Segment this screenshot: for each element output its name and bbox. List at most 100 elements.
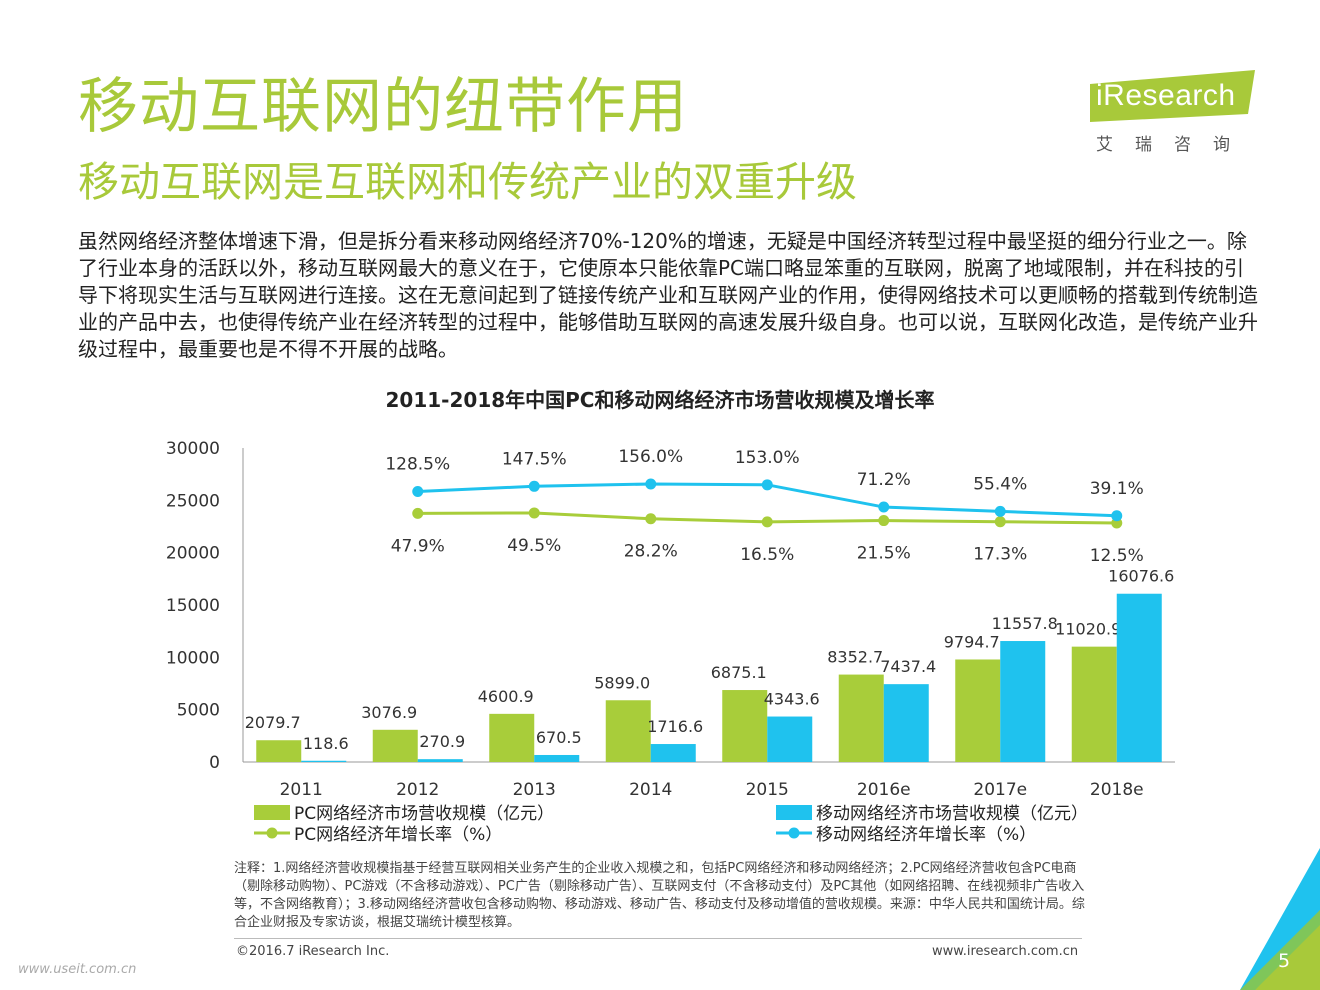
pc-growth-label: 49.5% [507,536,561,556]
x-tick-label: 2011 [280,780,323,800]
mobile-growth-label: 128.5% [385,454,450,474]
mobile-growth-point [994,505,1006,517]
bar-mobile-revenue [650,744,696,762]
mobile-growth-label: 39.1% [1090,479,1144,499]
data-label-pc-revenue: 3076.9 [361,703,417,722]
data-label-pc-revenue: 6875.1 [711,663,767,682]
x-tick-label: 2014 [629,780,672,800]
bar-mobile-revenue [301,760,347,762]
data-label-pc-revenue: 8352.7 [827,648,883,667]
bar-mobile-revenue [767,716,813,762]
logo-banner-shape [1090,70,1255,122]
pc-growth-label: 28.2% [624,542,678,562]
mobile-growth-point [1111,510,1123,522]
x-tick-label: 2017e [973,780,1027,800]
watermark-text: www.useit.com.cn [18,962,137,977]
legend-marker-pc-growth [266,827,278,839]
legend-swatch-mobile-revenue [776,805,812,820]
bar-mobile-revenue [1116,593,1162,762]
pc-growth-point [412,507,424,519]
legend-marker-mobile-growth [788,827,800,839]
data-label-mobile-revenue: 4343.6 [764,690,820,709]
data-label-pc-revenue: 2079.7 [245,713,301,732]
y-tick-label: 5000 [177,701,220,721]
data-label-pc-revenue: 11020.9 [1055,620,1121,639]
bar-pc-revenue [605,700,651,762]
mobile-growth-point [528,480,540,492]
corner-decoration [1240,848,1320,990]
pc-growth-point [761,516,773,528]
y-tick-label: 10000 [166,648,220,668]
bar-pc-revenue [372,729,418,762]
iresearch-logo: iResearch 艾瑞咨询 [1088,70,1258,160]
data-label-pc-revenue: 4600.9 [478,687,534,706]
data-label-pc-revenue: 5899.0 [594,673,650,692]
legend-label-mobile-revenue: 移动网络经济市场营收规模（亿元） [816,804,1088,824]
bar-pc-revenue [1071,646,1117,762]
page-title: 移动互联网的纽带作用 [78,72,688,142]
footer-copyright: ©2016.7 iResearch Inc. [236,944,390,959]
data-label-mobile-revenue: 670.5 [536,728,582,747]
x-tick-label: 2012 [396,780,439,800]
bar-mobile-revenue [1000,641,1046,762]
mobile-growth-label: 156.0% [618,447,683,467]
bar-pc-revenue [256,740,302,762]
bar-pc-revenue [489,713,535,762]
mobile-growth-point [412,485,424,497]
mobile-growth-point [761,479,773,491]
x-tick-label: 2016e [857,780,911,800]
pc-growth-label: 21.5% [857,544,911,564]
mobile-growth-point [878,501,890,513]
mobile-growth-point [645,478,657,490]
pc-growth-label: 47.9% [391,536,445,556]
chart-title: 2011-2018年中国PC和移动网络经济市场营收规模及增长率 [385,388,935,412]
legend-label-mobile-growth: 移动网络经济年增长率（%） [816,825,1036,845]
mobile-growth-label: 55.4% [973,474,1027,494]
mobile-growth-label: 153.0% [735,448,800,468]
x-tick-label: 2015 [746,780,789,800]
y-tick-label: 25000 [166,491,220,511]
pc-growth-label: 12.5% [1090,546,1144,566]
y-tick-label: 30000 [166,439,220,459]
bar-mobile-revenue [417,759,463,762]
page-number: 5 [1278,950,1291,972]
y-tick-label: 20000 [166,544,220,564]
x-tick-label: 2013 [513,780,556,800]
pc-growth-point [645,513,657,525]
pc-growth-point [528,507,540,519]
data-label-mobile-revenue: 16076.6 [1108,567,1174,586]
data-label-pc-revenue: 9794.7 [944,632,1000,651]
bar-mobile-revenue [534,754,580,762]
logo-subtitle: 艾瑞咨询 [1096,135,1252,155]
bar-pc-revenue [955,659,1001,762]
footer-url: www.iresearch.com.cn [932,944,1079,959]
legend-label-pc-growth: PC网络经济年增长率（%） [294,825,502,845]
mobile-growth-label: 71.2% [857,470,911,490]
logo-brand-name: Research [1103,79,1236,112]
data-label-mobile-revenue: 1716.6 [647,717,703,736]
legend-label-pc-revenue: PC网络经济市场营收规模（亿元） [294,804,554,824]
logo-brand-prefix: i [1096,79,1104,112]
bar-pc-revenue [838,674,884,762]
pc-growth-point [994,516,1006,528]
y-tick-label: 15000 [166,596,220,616]
footer-divider [234,938,1082,939]
chart-footnote: 注释：1.网络经济营收规模指基于经营互联网相关业务产生的企业收入规模之和，包括P… [234,861,1085,930]
y-tick-label: 0 [209,753,220,773]
pc-growth-label: 16.5% [740,545,794,565]
data-label-mobile-revenue: 270.9 [419,732,465,751]
logo-brand: iResearch [1096,79,1236,113]
legend-swatch-pc-revenue [254,805,290,820]
page-subtitle: 移动互联网是互联网和传统产业的双重升级 [78,158,857,206]
data-label-mobile-revenue: 118.6 [303,734,349,753]
data-label-mobile-revenue: 11557.8 [992,614,1058,633]
pc-growth-label: 17.3% [973,545,1027,565]
bar-mobile-revenue [883,684,929,762]
intro-paragraph: 虽然网络经济整体增速下滑，但是拆分看来移动网络经济70%-120%的增速，无疑是… [78,229,1258,361]
bar-pc-revenue [722,690,768,762]
pc-growth-point [878,515,890,527]
x-tick-label: 2018e [1090,780,1144,800]
data-label-mobile-revenue: 7437.4 [880,657,936,676]
mobile-growth-label: 147.5% [502,449,567,469]
